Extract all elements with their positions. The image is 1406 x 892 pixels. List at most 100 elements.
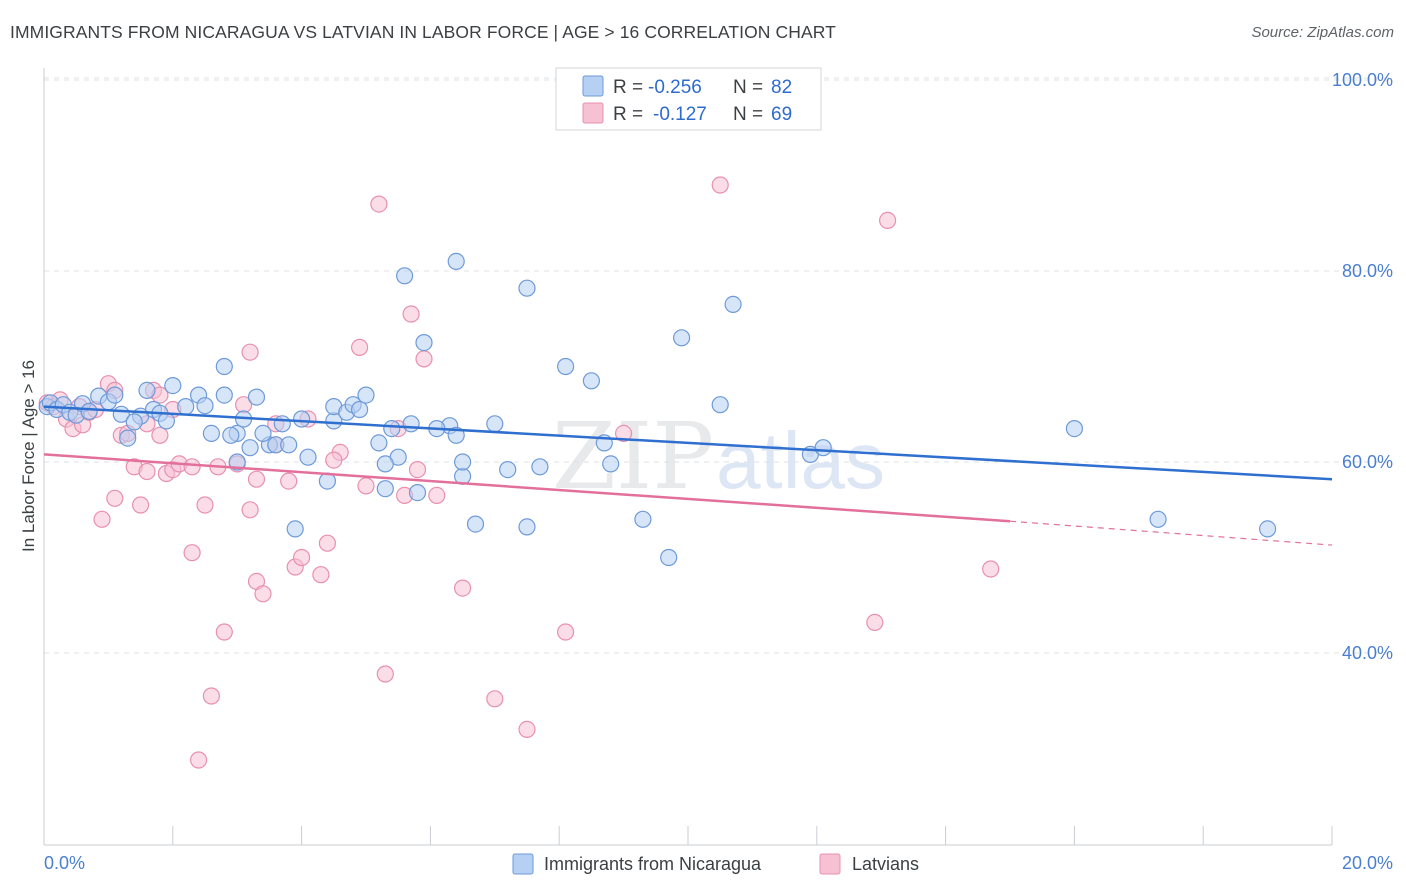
gridlines	[44, 77, 1392, 654]
legend-swatch-nicaragua	[582, 75, 604, 97]
latvians-point-65	[982, 560, 1000, 578]
nicaragua-point-54	[447, 252, 465, 270]
source-credit: Source: ZipAtlas.com	[1251, 24, 1394, 41]
series-legend-label-nicaragua: Immigrants from Nicaragua	[544, 854, 762, 874]
nicaragua-point-79	[254, 424, 272, 442]
latvians-point-37	[254, 585, 272, 603]
x-tick-label-min: 0.0%	[44, 853, 85, 873]
latvians-point-50	[376, 665, 394, 683]
latvians-point-62	[711, 176, 729, 194]
series-legend-swatch-nicaragua	[512, 853, 534, 875]
nicaragua-point-43	[357, 386, 375, 404]
correlation-legend: R = -0.256 N = 82 R = -0.127 N = 69	[555, 67, 822, 131]
watermark-atlas: atlas	[716, 416, 885, 505]
nicaragua-point-76	[1258, 520, 1277, 538]
legend-n-label-latvians: N =	[733, 104, 763, 125]
nicaragua-point-45	[376, 480, 394, 498]
nicaragua-point-74	[1065, 420, 1084, 438]
series-legend-label-latvians: Latvians	[852, 854, 919, 874]
y-axis-tick-labels: 40.0% 60.0% 80.0% 100.0%	[1332, 70, 1393, 663]
y-tick-label-80: 80.0%	[1342, 261, 1393, 281]
latvians-point-44	[312, 566, 330, 584]
latvians-point-25	[183, 544, 201, 562]
nicaragua-point-24	[215, 357, 233, 376]
nicaragua-point-34	[286, 520, 304, 538]
latvians-point-48	[357, 477, 375, 495]
latvians-point-66	[325, 451, 343, 469]
latvians-point-45	[318, 534, 336, 552]
nicaragua-point-23	[215, 386, 233, 404]
nicaragua-point-66	[602, 455, 620, 473]
nicaragua-point-14	[138, 381, 156, 399]
nicaragua-point-80	[222, 426, 240, 444]
nicaragua-point-75	[1149, 510, 1167, 528]
nicaragua-point-17	[157, 412, 175, 430]
latvians-point-34	[241, 343, 259, 361]
legend-swatch-latvians	[582, 102, 604, 124]
latvians-trend-line	[43, 453, 1011, 523]
nicaragua-point-29	[247, 388, 266, 406]
legend-n-value-latvians: 69	[771, 104, 792, 125]
nicaragua-point-67	[634, 510, 652, 528]
nicaragua-point-46	[383, 420, 401, 438]
nicaragua-point-78	[376, 455, 394, 473]
legend-r-value-latvians: -0.127	[653, 104, 707, 125]
nicaragua-point-22	[202, 424, 220, 442]
latvians-point-68	[138, 462, 156, 481]
latvians-point-28	[196, 496, 214, 514]
y-tick-label-40: 40.0%	[1342, 643, 1393, 663]
latvians-point-61	[614, 424, 633, 442]
nicaragua-point-36	[299, 448, 317, 466]
nicaragua-point-33	[280, 436, 298, 454]
nicaragua-point-48	[396, 267, 414, 285]
nicaragua-point-42	[351, 400, 369, 419]
y-tick-label-60: 60.0%	[1342, 452, 1393, 472]
legend-r-label-latvians: R =	[613, 104, 643, 125]
nicaragua-point-25	[228, 453, 246, 471]
latvians-point-29	[202, 687, 220, 705]
latvians-point-49	[370, 195, 388, 213]
nicaragua-point-70	[711, 396, 729, 414]
legend-n-value-nicaragua: 82	[771, 77, 792, 98]
nicaragua-points	[38, 252, 1277, 567]
nicaragua-point-71	[724, 295, 742, 313]
latvians-point-16	[132, 496, 150, 514]
nicaragua-point-68	[672, 329, 691, 347]
series-legend-swatch-latvians	[819, 853, 841, 875]
latvians-point-31	[215, 623, 233, 641]
latvians-point-42	[293, 548, 311, 567]
nicaragua-point-32	[273, 415, 291, 433]
nicaragua-point-60	[518, 518, 536, 536]
latvians-point-12	[106, 489, 124, 507]
latvians-point-47	[351, 338, 369, 356]
latvians-point-54	[408, 461, 427, 479]
nicaragua-point-21	[196, 397, 214, 415]
nicaragua-point-18	[164, 377, 182, 395]
chart-title: IMMIGRANTS FROM NICARAGUA VS LATVIAN IN …	[10, 22, 836, 42]
latvians-point-60	[556, 623, 575, 641]
latvians-point-67	[247, 470, 266, 488]
latvians-point-20	[151, 426, 169, 444]
nicaragua-point-51	[415, 334, 433, 352]
nicaragua-point-49	[402, 415, 420, 433]
y-axis-label: In Labor Force | Age > 16	[19, 360, 38, 552]
latvians-point-40	[280, 472, 298, 490]
nicaragua-point-19	[177, 398, 195, 416]
latvians-trend-line-extrapolated	[1009, 520, 1333, 546]
latvians-point-57	[454, 579, 472, 597]
latvians-point-64	[878, 211, 897, 229]
nicaragua-point-62	[531, 458, 549, 476]
nicaragua-point-57	[466, 515, 485, 533]
nicaragua-point-7	[80, 402, 98, 420]
latvians-point-9	[93, 510, 111, 528]
latvians-points	[38, 176, 1000, 769]
nicaragua-point-50	[408, 484, 427, 502]
legend-r-value-nicaragua: -0.256	[648, 77, 702, 98]
latvians-point-58	[486, 690, 504, 708]
latvians-point-56	[428, 486, 446, 504]
nicaragua-point-28	[241, 439, 259, 457]
latvians-point-55	[415, 350, 433, 368]
latvians-point-59	[518, 720, 536, 739]
nicaragua-point-69	[660, 548, 678, 567]
nicaragua-point-56	[454, 453, 472, 471]
